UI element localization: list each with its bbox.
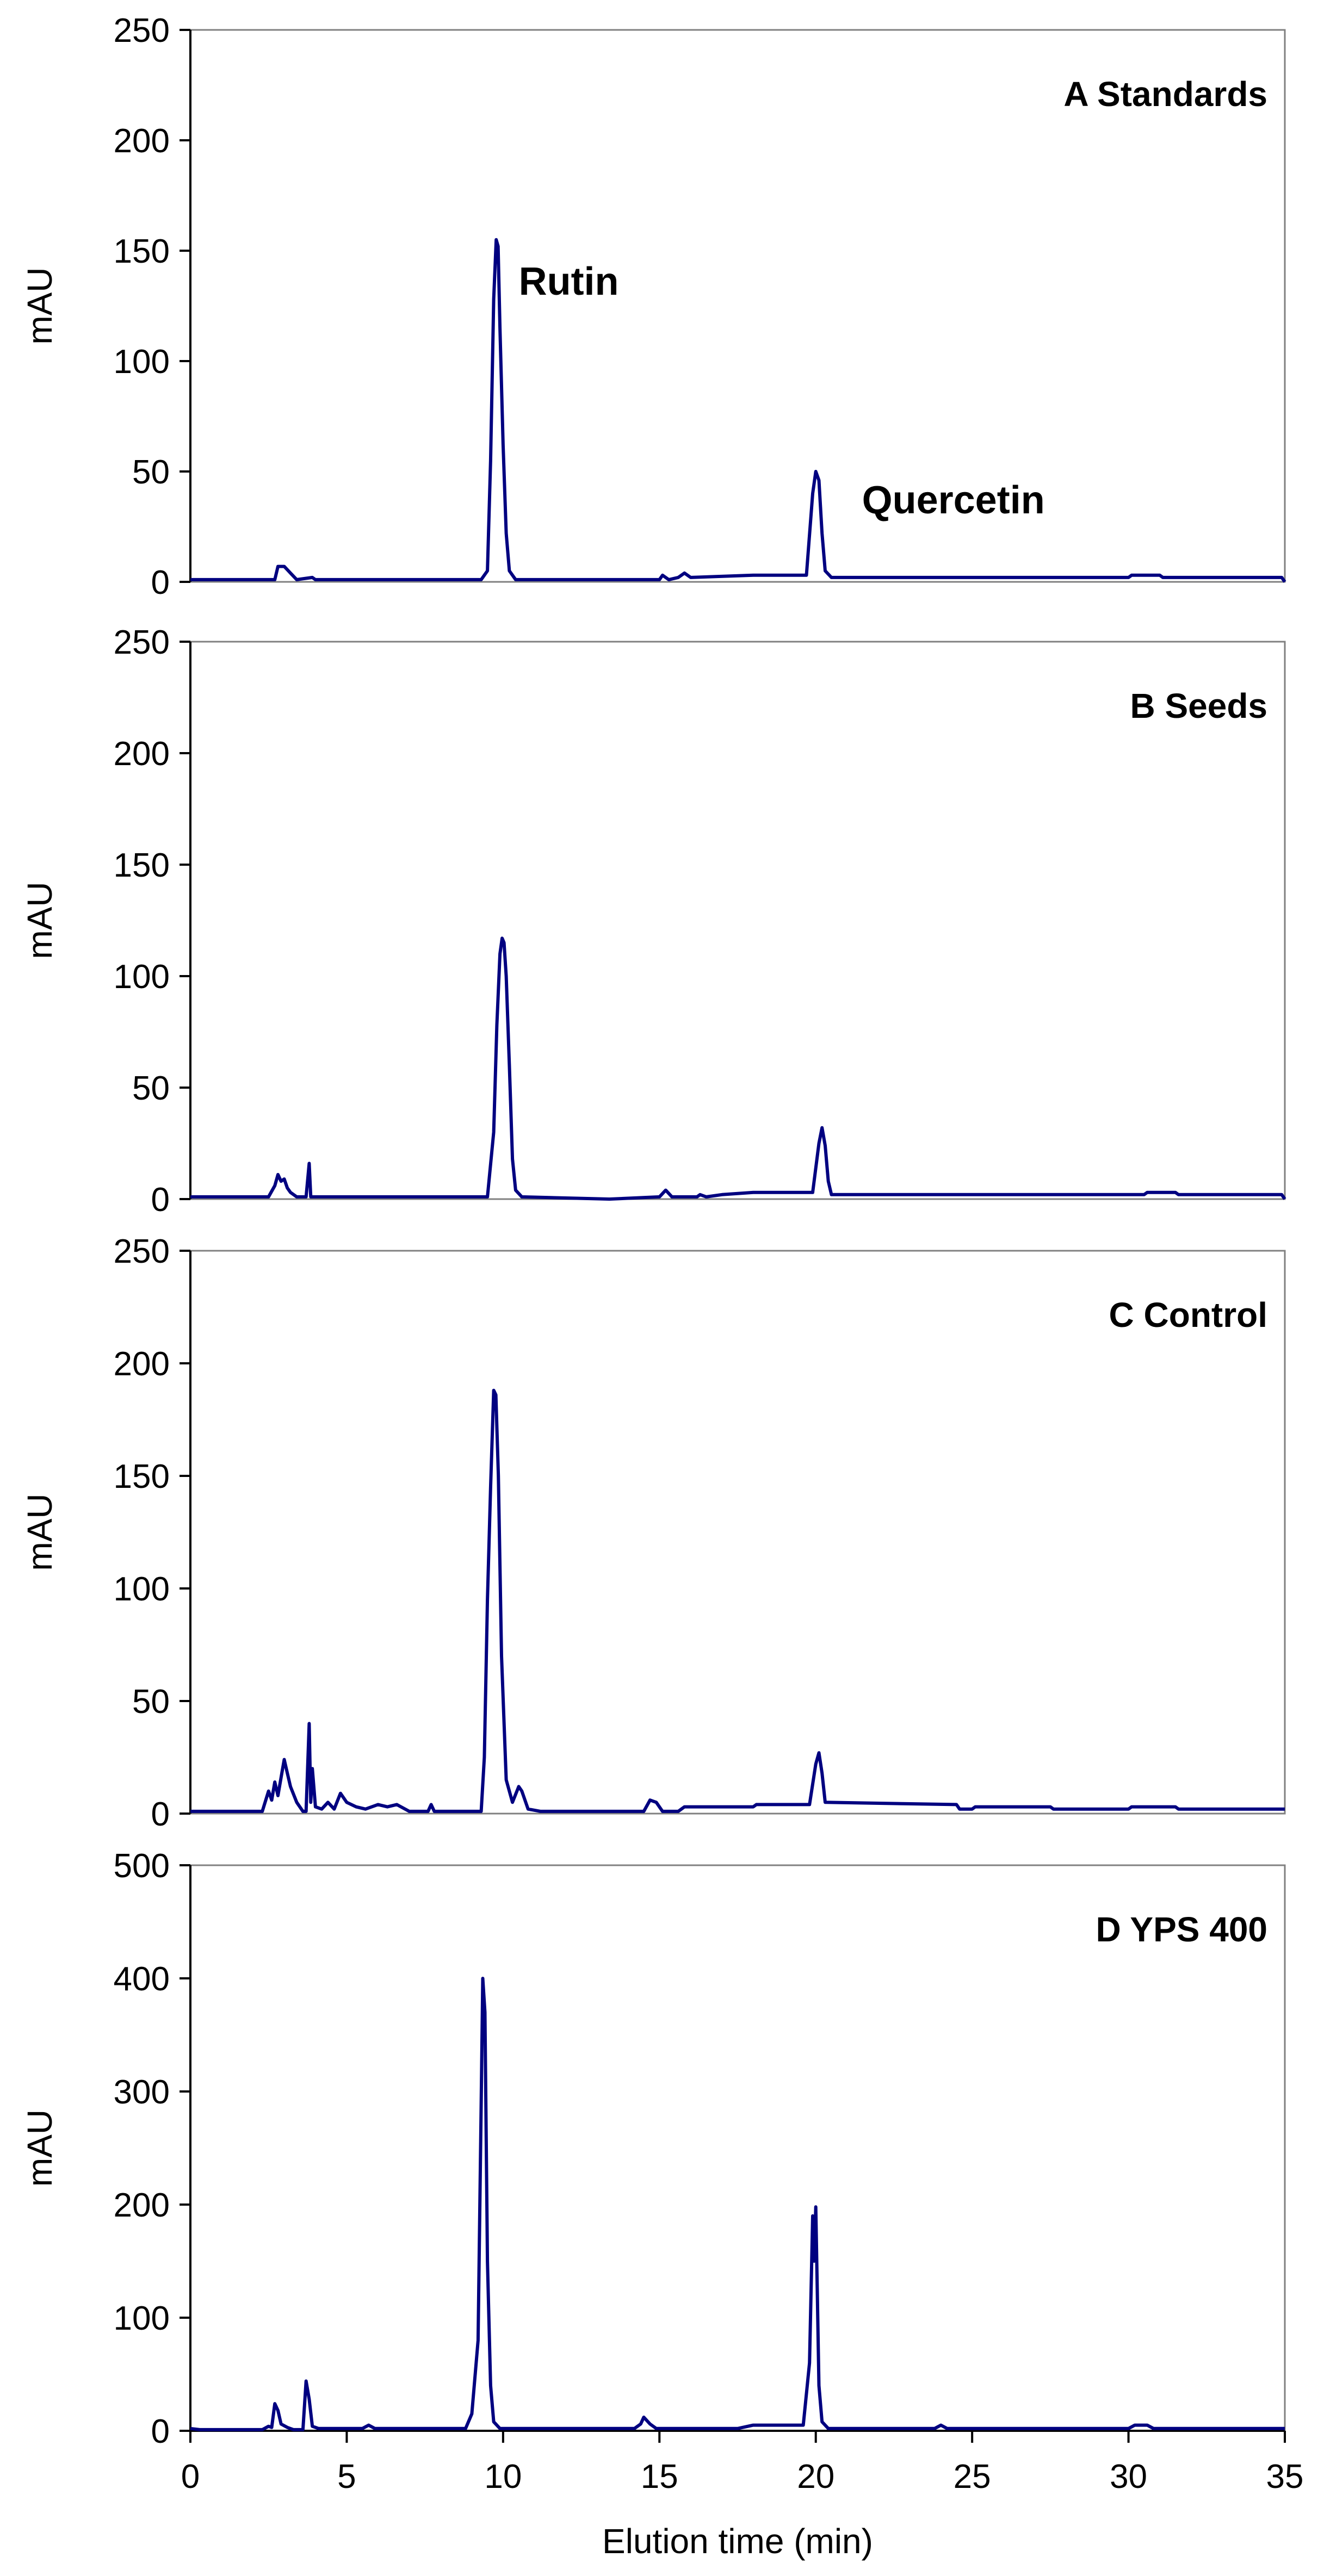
x-tick-label: 10: [484, 2458, 522, 2496]
y-tick-label: 150: [114, 233, 170, 270]
chart-panel-1: 0 50 100 150 200 250 mAU A Standards Rutin Querce…: [20, 12, 1286, 601]
x-tick-label: 5: [337, 2458, 356, 2496]
y-tick-label: 400: [114, 1960, 170, 1998]
x-tick-label: 25: [954, 2458, 991, 2496]
x-axis-title: Elution time (min): [602, 2522, 873, 2561]
y-tick-label: 200: [114, 1345, 170, 1383]
y-tick-label: 100: [114, 958, 170, 996]
plot-frame: [189, 1250, 1286, 1815]
y-tick-label: 100: [114, 2300, 170, 2337]
chromatogram-trace: [190, 238, 1286, 583]
y-tick-label: 150: [114, 1458, 170, 1495]
y-tick-label: 150: [114, 847, 170, 884]
y-tick-label: 0: [151, 564, 170, 601]
panel-label: A Standards: [1063, 75, 1267, 114]
y-axis-title: mAU: [20, 882, 59, 959]
y-tick-label: 200: [114, 122, 170, 160]
chromatogram-trace: [190, 936, 1286, 1201]
y-tick-label: 50: [132, 1070, 170, 1107]
y-axis-title: mAU: [20, 267, 59, 344]
y-tick-label: 300: [114, 2074, 170, 2111]
y-tick-label: 250: [114, 624, 170, 661]
panel-label: C Control: [1109, 1295, 1268, 1334]
y-tick-label: 0: [151, 1796, 170, 1833]
y-tick-label: 50: [132, 454, 170, 491]
x-tick-label: 20: [797, 2458, 834, 2496]
y-tick-label: 50: [132, 1683, 170, 1721]
chart-panel-2: 0 50 100 150 200 250 mAU B Seeds: [20, 624, 1286, 1219]
y-tick-label: 100: [114, 1571, 170, 1608]
y-tick-label: 100: [114, 343, 170, 381]
y-tick-label: 200: [114, 735, 170, 773]
y-tick-label: 0: [151, 2413, 170, 2450]
y-tick-label: 250: [114, 12, 170, 49]
panel-label: D YPS 400: [1096, 1910, 1267, 1949]
peak-annotation: Rutin: [519, 260, 619, 303]
peak-annotation: Quercetin: [862, 479, 1045, 522]
plot-frame: [189, 1864, 1286, 2432]
panel-label: B Seeds: [1130, 686, 1267, 725]
y-tick-label: 200: [114, 2187, 170, 2224]
x-tick-label: 30: [1110, 2458, 1147, 2496]
x-tick-label: 15: [641, 2458, 678, 2496]
y-tick-label: 250: [114, 1233, 170, 1270]
y-tick-label: 500: [114, 1847, 170, 1885]
chart-panel-4: 0 100 200 300 400 500 mAU D YPS 400 0 5 10 15 20 25 30…: [20, 1847, 1303, 2561]
chromatogram-trace: [190, 1977, 1285, 2431]
y-tick-label: 0: [151, 1181, 170, 1219]
y-axis-title: mAU: [20, 1493, 59, 1571]
chromatogram-trace: [190, 1388, 1285, 1813]
y-axis-title: mAU: [20, 2109, 59, 2187]
chart-panel-3: 0 50 100 150 200 250 mAU C Control: [20, 1233, 1286, 1833]
x-tick-label: 0: [181, 2458, 200, 2496]
x-tick-label: 35: [1266, 2458, 1304, 2496]
plot-frame: [189, 641, 1286, 1200]
